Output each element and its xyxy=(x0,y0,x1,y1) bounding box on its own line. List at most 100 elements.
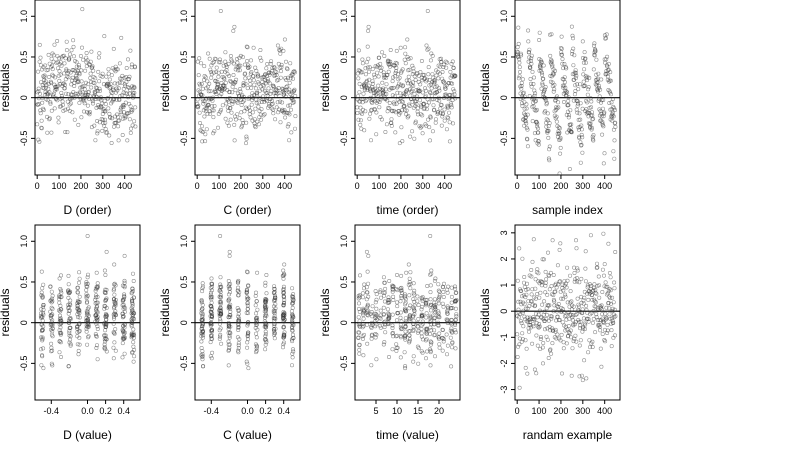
data-point xyxy=(49,81,54,86)
data-point xyxy=(453,328,458,333)
data-point xyxy=(87,112,92,117)
data-point xyxy=(359,96,364,101)
data-point xyxy=(532,367,537,372)
data-point xyxy=(254,331,259,336)
data-point xyxy=(610,306,615,311)
data-point xyxy=(556,100,561,105)
data-point xyxy=(555,332,560,337)
data-point xyxy=(236,325,241,330)
data-point xyxy=(398,335,403,340)
data-point xyxy=(218,332,223,337)
data-point xyxy=(600,267,605,272)
x-tick-label: 100 xyxy=(532,181,547,191)
data-point xyxy=(566,115,571,120)
data-point xyxy=(254,322,259,327)
data-point xyxy=(432,78,437,83)
data-point xyxy=(56,120,61,125)
data-point xyxy=(576,304,581,309)
data-point xyxy=(559,371,564,376)
data-point xyxy=(50,296,55,301)
data-point xyxy=(395,90,400,95)
x-axis-title: D (order) xyxy=(63,203,111,217)
data-point xyxy=(244,141,249,146)
data-point xyxy=(517,74,522,79)
data-point xyxy=(604,32,609,37)
data-point xyxy=(403,300,408,305)
data-point xyxy=(554,105,559,110)
data-point xyxy=(561,100,566,105)
data-point xyxy=(39,290,44,295)
data-point xyxy=(596,98,601,103)
data-point xyxy=(374,110,379,115)
data-point xyxy=(279,46,284,51)
data-point xyxy=(527,94,532,99)
data-point xyxy=(200,93,205,98)
data-point xyxy=(222,77,227,82)
data-point xyxy=(130,299,135,304)
data-point xyxy=(451,87,456,92)
data-point xyxy=(263,81,268,86)
data-point xyxy=(259,117,264,122)
data-point xyxy=(75,326,80,331)
data-point xyxy=(411,84,416,89)
data-point xyxy=(38,347,43,352)
x-tick-label: 300 xyxy=(255,181,270,191)
data-point xyxy=(564,341,569,346)
data-point xyxy=(218,289,223,294)
data-point xyxy=(127,117,132,122)
data-point xyxy=(536,312,541,317)
data-point xyxy=(132,354,137,359)
data-point xyxy=(227,249,232,254)
data-point xyxy=(86,272,91,277)
data-point xyxy=(586,121,591,126)
data-point xyxy=(62,61,67,66)
data-point xyxy=(428,290,433,295)
data-point xyxy=(447,95,452,100)
data-point xyxy=(255,318,260,323)
data-point xyxy=(594,72,599,77)
data-point xyxy=(582,83,587,88)
data-point xyxy=(403,333,408,338)
data-point xyxy=(94,334,99,339)
x-tick-label: 400 xyxy=(597,181,612,191)
data-point xyxy=(355,111,360,116)
data-point xyxy=(370,304,375,309)
data-point xyxy=(66,364,71,369)
data-point xyxy=(544,100,549,105)
data-point xyxy=(208,89,213,94)
data-point xyxy=(217,321,222,326)
data-point xyxy=(550,341,555,346)
x-axis-title: C (order) xyxy=(223,203,271,217)
data-point xyxy=(532,107,537,112)
data-point xyxy=(515,49,520,54)
data-point xyxy=(413,78,418,83)
data-point xyxy=(84,300,89,305)
data-point xyxy=(394,318,399,323)
data-point xyxy=(244,288,249,293)
data-point xyxy=(411,324,416,329)
data-point xyxy=(227,347,232,352)
data-point xyxy=(540,302,545,307)
data-point xyxy=(567,316,572,321)
data-point xyxy=(538,336,543,341)
data-point xyxy=(436,296,441,301)
data-point xyxy=(43,90,48,95)
data-point xyxy=(591,43,596,48)
data-point xyxy=(604,316,609,321)
data-point xyxy=(120,283,125,288)
data-point xyxy=(99,101,104,106)
data-point xyxy=(377,323,382,328)
data-point xyxy=(407,313,412,318)
data-point xyxy=(450,59,455,64)
data-point xyxy=(122,278,127,283)
data-point xyxy=(598,109,603,114)
data-point xyxy=(94,315,99,320)
data-point xyxy=(589,283,594,288)
data-point xyxy=(390,347,395,352)
data-point xyxy=(557,171,562,176)
data-point xyxy=(449,345,454,350)
data-point xyxy=(428,316,433,321)
data-point xyxy=(44,83,49,88)
data-point xyxy=(536,130,541,135)
